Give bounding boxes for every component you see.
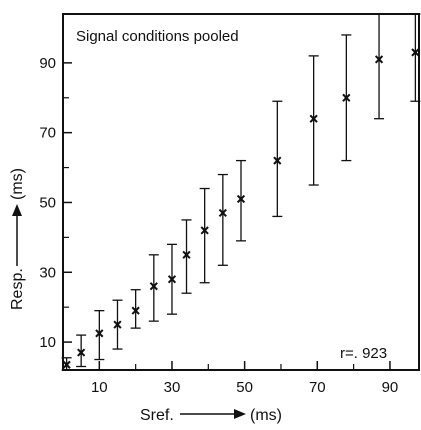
y-axis-label: Resp.: [9, 268, 26, 310]
y-tick-label: 10: [39, 334, 56, 351]
data-point: [236, 194, 246, 204]
data-point: [113, 320, 122, 329]
y-tick-label: 90: [39, 55, 56, 72]
x-tick-label: 50: [236, 379, 253, 396]
data-point: [95, 329, 104, 338]
y-tick-label: 30: [39, 264, 56, 281]
correlation-label: r=. 923: [340, 345, 387, 362]
data-point: [411, 48, 420, 57]
y-tick-label: 50: [39, 194, 56, 211]
data-point: [149, 282, 158, 291]
data-point: [342, 93, 351, 102]
y-axis-arrow: [12, 204, 22, 266]
data-point: [200, 226, 209, 235]
plot-frame: [62, 13, 420, 371]
data-point: [167, 275, 177, 284]
data-point: [77, 348, 86, 357]
data-point: [62, 360, 71, 369]
data-point: [273, 156, 282, 165]
x-axis-unit: (ms): [250, 407, 282, 424]
x-axis-arrow: [180, 409, 246, 419]
annotation-label: Signal conditions pooled: [76, 28, 239, 45]
data-point: [309, 114, 318, 123]
y-axis-unit: (ms): [9, 168, 26, 200]
data-point: [131, 306, 140, 315]
x-tick-label: 30: [164, 379, 181, 396]
data-point: [374, 55, 384, 64]
x-tick-label: 70: [309, 379, 326, 396]
data-points: [62, 48, 420, 369]
tick-labels: 10 30 50 70 90 10 30 50 70 90: [39, 55, 398, 396]
error-bars: [61, 13, 421, 371]
y-tick-label: 70: [39, 125, 56, 142]
x-axis-label: Sref.: [140, 407, 174, 424]
x-tick-label: 10: [91, 379, 108, 396]
x-tick-label: 90: [382, 379, 399, 396]
data-point: [218, 208, 227, 218]
data-point: [182, 250, 191, 259]
axis-ticks: [63, 62, 391, 370]
